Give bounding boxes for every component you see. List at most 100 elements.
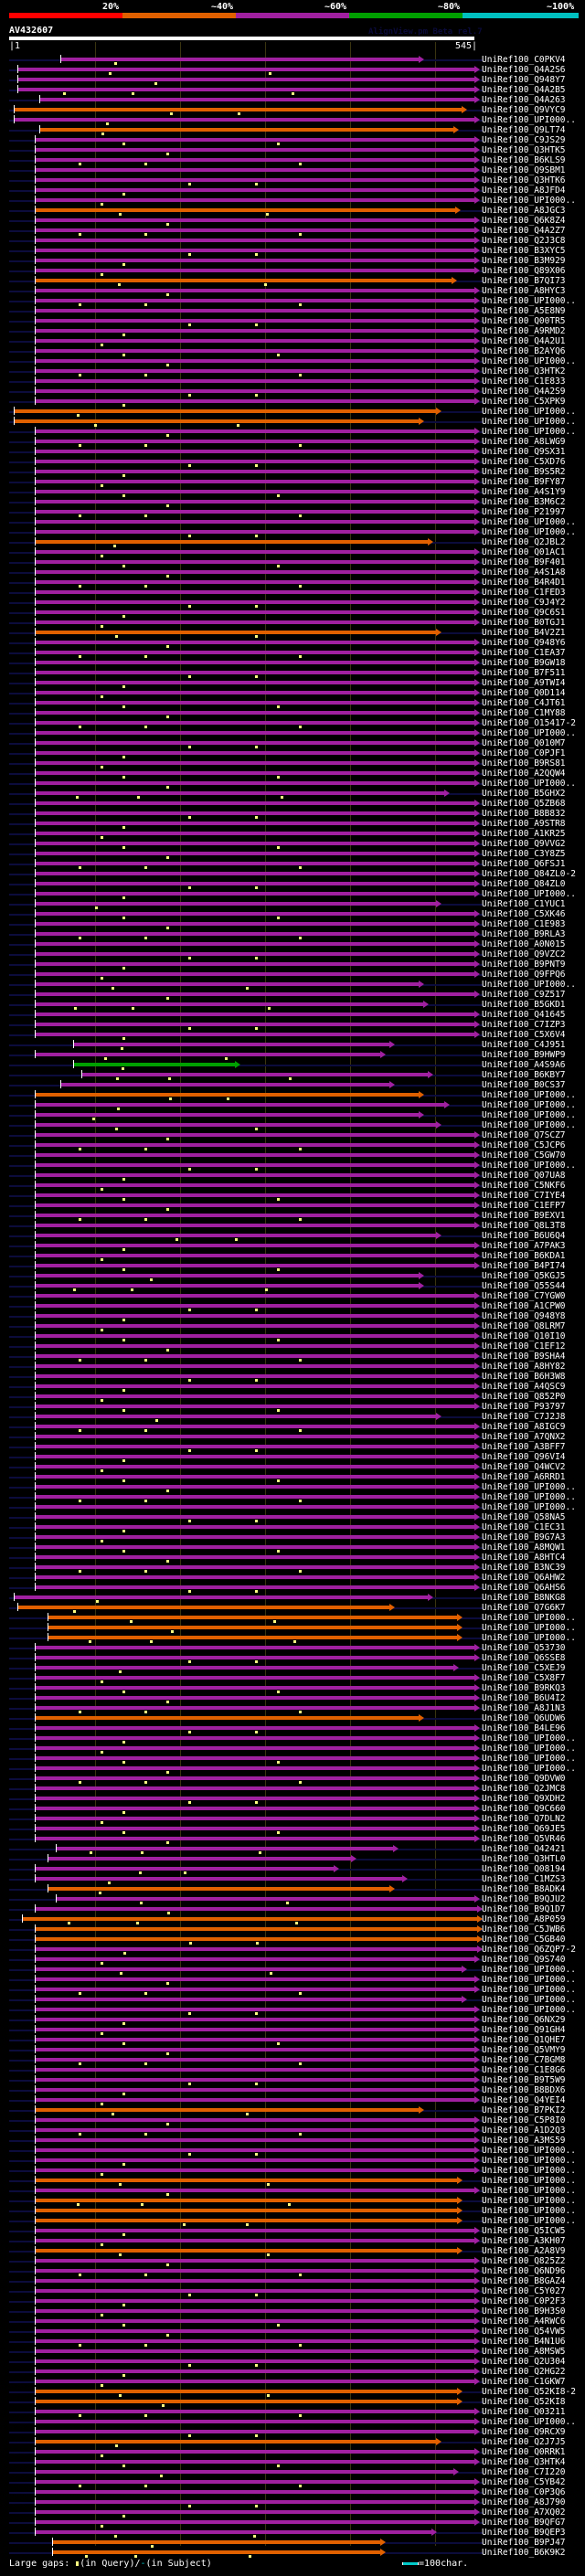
hit-label[interactable]: UniRef100_C7IZP3 xyxy=(482,1020,566,1030)
hit-label[interactable]: UniRef100_UPI000.. xyxy=(482,2216,576,2226)
hit-label[interactable]: UniRef100_Q03211 xyxy=(482,2407,566,2417)
hit-bar[interactable] xyxy=(35,570,474,574)
hit-bar[interactable] xyxy=(35,661,474,664)
hit-label[interactable]: UniRef100_C1GKW7 xyxy=(482,2377,566,2387)
hit-row[interactable]: UniRef100_Q58NA5 xyxy=(0,1512,585,1522)
hit-label[interactable]: UniRef100_Q3HTL0 xyxy=(482,1854,566,1864)
hit-bar[interactable] xyxy=(35,2209,458,2212)
hit-row[interactable]: UniRef100_A8HTC4 xyxy=(0,1553,585,1563)
hit-label[interactable]: UniRef100_A8P059 xyxy=(482,1914,566,1924)
hit-label[interactable]: UniRef100_B6KLS9 xyxy=(482,155,566,165)
hit-row[interactable]: UniRef100_B6KDA1 xyxy=(0,1251,585,1261)
hit-bar[interactable] xyxy=(35,2349,474,2353)
hit-bar[interactable] xyxy=(35,1776,474,1780)
hit-row[interactable]: UniRef100_C7I220 xyxy=(0,2467,585,2477)
hit-bar[interactable] xyxy=(35,791,445,795)
hit-row[interactable]: UniRef100_C1EA37 xyxy=(0,648,585,658)
hit-label[interactable]: UniRef100_Q69JE5 xyxy=(482,1824,566,1834)
hit-bar[interactable] xyxy=(35,1384,474,1388)
hit-label[interactable]: UniRef100_B6U6Q4 xyxy=(482,1231,566,1241)
hit-label[interactable]: UniRef100_Q4WCV2 xyxy=(482,1462,566,1472)
hit-label[interactable]: UniRef100_B8BDX6 xyxy=(482,2085,566,2095)
hit-bar[interactable] xyxy=(35,1254,474,1257)
hit-bar[interactable] xyxy=(35,2430,474,2433)
hit-bar[interactable] xyxy=(35,1555,474,1559)
hit-row[interactable]: UniRef100_C5XPK9 xyxy=(0,397,585,407)
hit-row[interactable]: UniRef100_C1EF12 xyxy=(0,1341,585,1352)
hit-bar[interactable] xyxy=(35,309,474,313)
hit-row[interactable]: UniRef100_Q6AHS6 xyxy=(0,1583,585,1593)
hit-row[interactable]: UniRef100_B8B832 xyxy=(0,809,585,819)
hit-label[interactable]: UniRef100_B9RKQ3 xyxy=(482,1683,566,1693)
hit-label[interactable]: UniRef100_B8B832 xyxy=(482,809,566,819)
hit-bar[interactable] xyxy=(35,2078,474,2082)
hit-label[interactable]: UniRef100_C1EA37 xyxy=(482,648,566,658)
hit-row[interactable]: UniRef100_B6KBY7 xyxy=(0,1070,585,1080)
hit-label[interactable]: UniRef100_Q9VZC2 xyxy=(482,949,566,959)
hit-row[interactable]: UniRef100_Q948Y6 xyxy=(0,638,585,648)
hit-bar[interactable] xyxy=(35,1183,474,1187)
hit-bar[interactable] xyxy=(35,2128,474,2132)
hit-label[interactable]: UniRef100_Q4A2B5 xyxy=(482,85,566,95)
hit-row[interactable]: UniRef100_Q9SBM1 xyxy=(0,165,585,175)
hit-label[interactable]: UniRef100_Q96VI4 xyxy=(482,1452,566,1462)
hit-label[interactable]: UniRef100_UPI000.. xyxy=(482,2206,576,2216)
hit-bar[interactable] xyxy=(35,2239,474,2242)
hit-row[interactable]: UniRef100_B9EXV1 xyxy=(0,1211,585,1221)
hit-label[interactable]: UniRef100_C1YUC1 xyxy=(482,899,566,909)
hit-row[interactable]: UniRef100_A4QSC9 xyxy=(0,1382,585,1392)
hit-row[interactable]: UniRef100_Q9C660 xyxy=(0,1804,585,1814)
hit-row[interactable]: UniRef100_C5NKF6 xyxy=(0,1181,585,1191)
hit-bar[interactable] xyxy=(35,2259,474,2263)
hit-label[interactable]: UniRef100_UPI000.. xyxy=(482,2156,576,2166)
hit-label[interactable]: UniRef100_Q58NA5 xyxy=(482,1512,566,1522)
hit-bar[interactable] xyxy=(35,1374,474,1378)
hit-row[interactable]: UniRef100_B4R4D1 xyxy=(0,578,585,588)
hit-row[interactable]: UniRef100_UPI000.. xyxy=(0,1492,585,1502)
hit-row[interactable]: UniRef100_Q9VZC2 xyxy=(0,949,585,959)
hit-label[interactable]: UniRef100_B7PKI2 xyxy=(482,2105,566,2115)
hit-label[interactable]: UniRef100_Q07UA8 xyxy=(482,1171,566,1181)
hit-label[interactable]: UniRef100_Q55S44 xyxy=(482,1281,566,1291)
hit-label[interactable]: UniRef100_Q8L3T8 xyxy=(482,1221,566,1231)
hit-bar[interactable] xyxy=(35,2118,474,2122)
hit-row[interactable]: UniRef100_A8IGC9 xyxy=(0,1422,585,1432)
hit-row[interactable]: UniRef100_Q6NX29 xyxy=(0,2015,585,2025)
hit-label[interactable]: UniRef100_Q948Y7 xyxy=(482,75,566,85)
hit-label[interactable]: UniRef100_C4J951 xyxy=(482,1040,566,1050)
hit-label[interactable]: UniRef100_C5X6V4 xyxy=(482,1030,566,1040)
hit-label[interactable]: UniRef100_Q825Z2 xyxy=(482,2256,566,2266)
hit-row[interactable]: UniRef100_Q8LRM7 xyxy=(0,1321,585,1331)
hit-row[interactable]: UniRef100_A8MSW5 xyxy=(0,2347,585,2357)
hit-label[interactable]: UniRef100_C7I220 xyxy=(482,2467,566,2477)
hit-bar[interactable] xyxy=(35,741,474,745)
hit-row[interactable]: UniRef100_Q5ICW5 xyxy=(0,2226,585,2236)
hit-label[interactable]: UniRef100_Q5KGJ5 xyxy=(482,1271,566,1281)
hit-bar[interactable] xyxy=(35,681,474,684)
hit-bar[interactable] xyxy=(35,460,474,463)
hit-row[interactable]: UniRef100_C5GB40 xyxy=(0,1935,585,1945)
hit-bar[interactable] xyxy=(35,711,474,715)
hit-label[interactable]: UniRef100_B6KDA1 xyxy=(482,1251,566,1261)
hit-label[interactable]: UniRef100_C4JT61 xyxy=(482,698,566,708)
hit-bar[interactable] xyxy=(35,1445,474,1448)
hit-row[interactable]: UniRef100_C7YGW0 xyxy=(0,1291,585,1301)
hit-bar[interactable] xyxy=(35,822,474,825)
hit-row[interactable]: UniRef100_C7J2J8 xyxy=(0,1412,585,1422)
hit-bar[interactable] xyxy=(35,1274,420,1277)
hit-row[interactable]: UniRef100_Q07UA8 xyxy=(0,1171,585,1181)
hit-row[interactable]: UniRef100_B9S5R2 xyxy=(0,467,585,477)
hit-label[interactable]: UniRef100_UPI000.. xyxy=(482,2196,576,2206)
hit-label[interactable]: UniRef100_C5GW70 xyxy=(482,1150,566,1161)
hit-bar[interactable] xyxy=(35,2460,474,2464)
hit-bar[interactable] xyxy=(60,1083,389,1087)
hit-label[interactable]: UniRef100_UPI000.. xyxy=(482,728,576,738)
hit-row[interactable]: UniRef100_B0TGJ1 xyxy=(0,618,585,628)
hit-label[interactable]: UniRef100_Q8LRM7 xyxy=(482,1321,566,1331)
hit-row[interactable]: UniRef100_UPI000.. xyxy=(0,1744,585,1754)
hit-label[interactable]: UniRef100_Q7G6K7 xyxy=(482,1603,566,1613)
hit-bar[interactable] xyxy=(35,1485,474,1489)
hit-row[interactable]: UniRef100_UPI000.. xyxy=(0,1120,585,1130)
hit-label[interactable]: UniRef100_Q6FSJ1 xyxy=(482,859,566,869)
hit-row[interactable]: UniRef100_B9Q1D7 xyxy=(0,1904,585,1914)
